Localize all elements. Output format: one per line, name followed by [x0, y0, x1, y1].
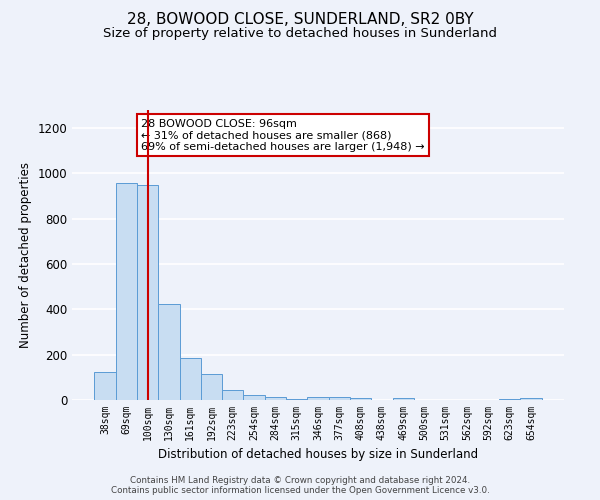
Bar — [307, 397, 329, 400]
Text: Size of property relative to detached houses in Sunderland: Size of property relative to detached ho… — [103, 28, 497, 40]
Bar — [244, 396, 265, 400]
Bar — [201, 374, 222, 400]
Bar — [179, 358, 201, 400]
Bar — [158, 304, 179, 400]
Bar — [94, 372, 116, 400]
Text: Contains HM Land Registry data © Crown copyright and database right 2024.
Contai: Contains HM Land Registry data © Crown c… — [110, 476, 490, 495]
Text: 28, BOWOOD CLOSE, SUNDERLAND, SR2 0BY: 28, BOWOOD CLOSE, SUNDERLAND, SR2 0BY — [127, 12, 473, 28]
Bar — [222, 390, 244, 400]
Bar — [116, 182, 137, 400]
Bar — [137, 185, 158, 400]
Bar — [520, 398, 542, 400]
Bar — [392, 398, 414, 400]
Y-axis label: Number of detached properties: Number of detached properties — [19, 162, 32, 348]
Bar — [265, 396, 286, 400]
Text: 28 BOWOOD CLOSE: 96sqm
← 31% of detached houses are smaller (868)
69% of semi-de: 28 BOWOOD CLOSE: 96sqm ← 31% of detached… — [141, 118, 425, 152]
Bar — [499, 399, 520, 400]
Bar — [350, 398, 371, 400]
Bar — [286, 399, 307, 400]
Bar — [329, 397, 350, 400]
X-axis label: Distribution of detached houses by size in Sunderland: Distribution of detached houses by size … — [158, 448, 478, 462]
